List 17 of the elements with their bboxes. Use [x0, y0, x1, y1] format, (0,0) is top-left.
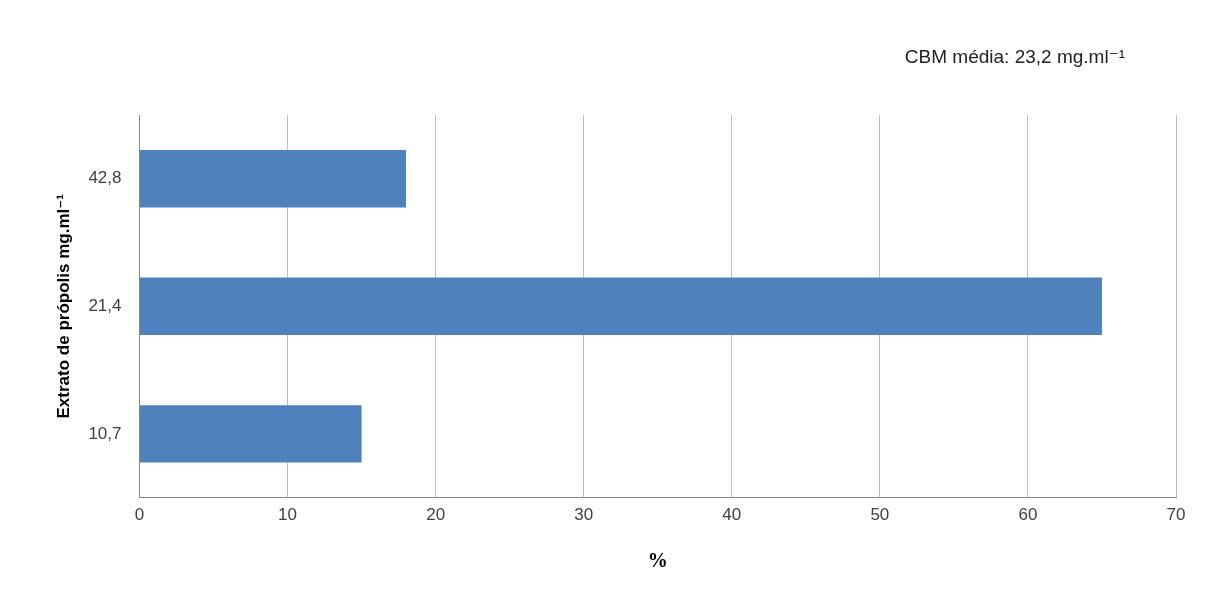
x-axis-title: % — [647, 549, 668, 572]
bar — [139, 277, 1102, 335]
y-axis-title: Extrato de própolis mg.ml⁻¹ — [53, 193, 73, 419]
x-tick-label: 20 — [426, 505, 446, 525]
x-tick-label: 60 — [1018, 505, 1038, 525]
y-tick-label: 10,7 — [88, 423, 122, 443]
x-tick-label: 10 — [278, 505, 298, 525]
x-tick-label: 50 — [870, 505, 890, 525]
bar — [139, 405, 362, 463]
bar — [139, 150, 407, 208]
x-tick-label: 30 — [574, 505, 594, 525]
y-tick-label: 21,4 — [88, 295, 122, 315]
y-tick-label: 42,8 — [88, 168, 122, 188]
x-tick-label: 0 — [134, 505, 145, 525]
text: CBM média: 23,2 mg.ml⁻¹ — [904, 46, 1125, 68]
x-tick-label: 70 — [1166, 505, 1186, 525]
x-tick-label: 40 — [722, 505, 742, 525]
